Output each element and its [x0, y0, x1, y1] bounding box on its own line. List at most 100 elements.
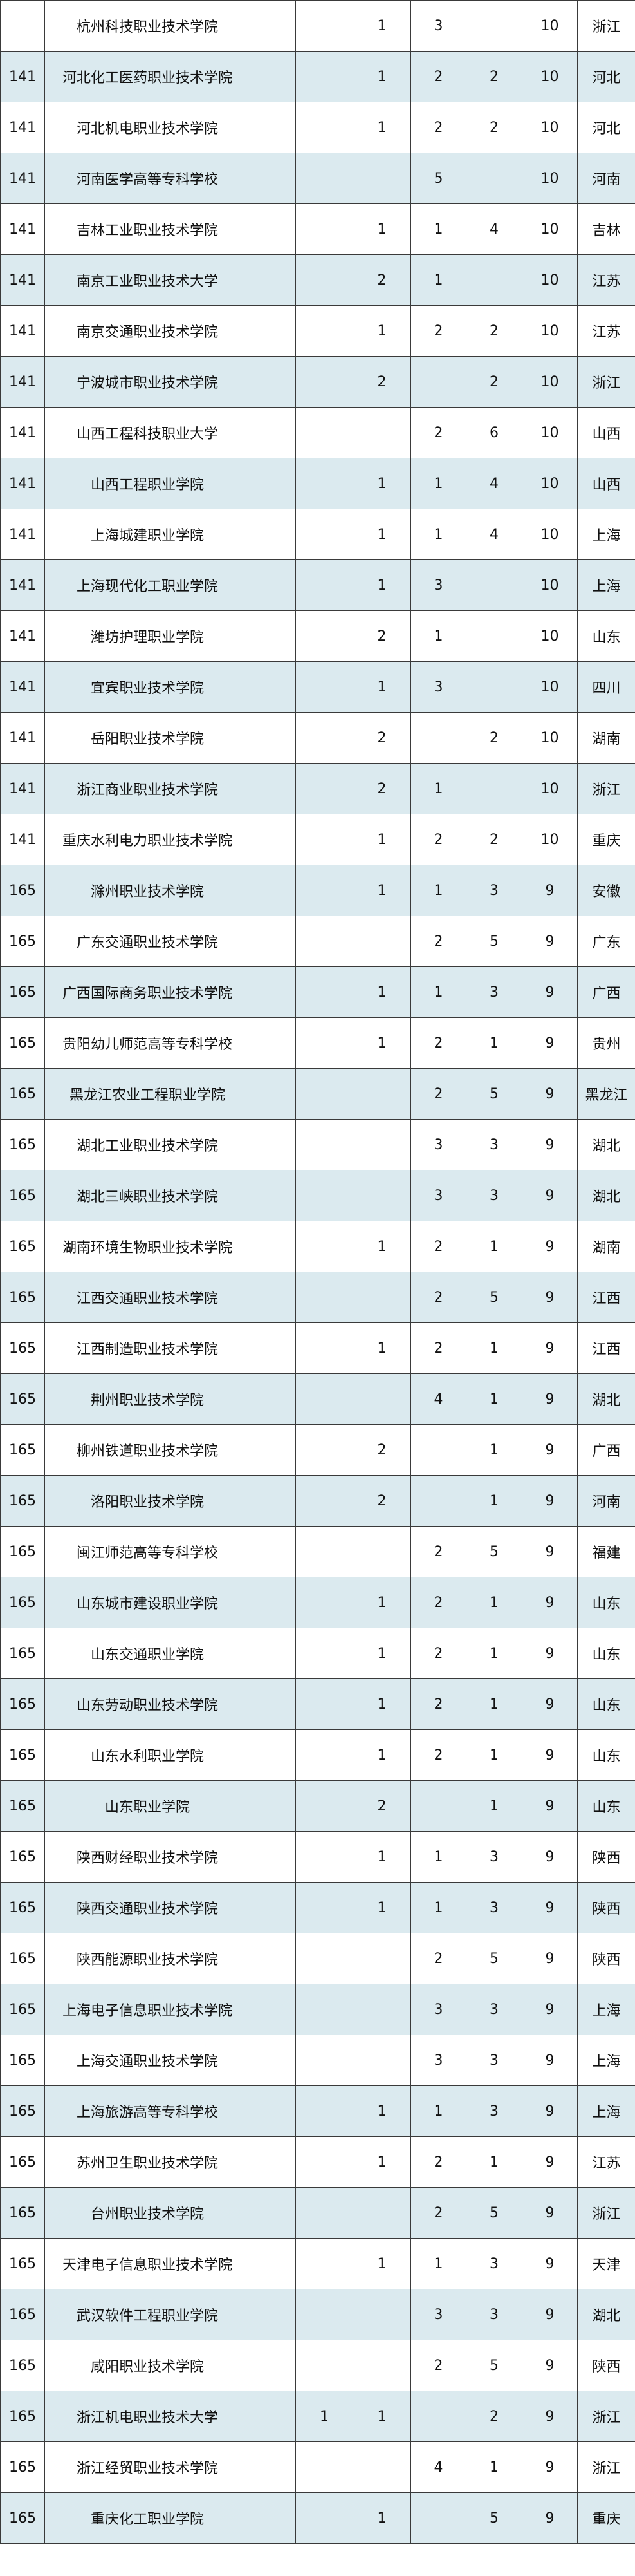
count-cell: 1 [353, 1017, 411, 1069]
count-cell [295, 916, 353, 967]
count-cell: 3 [410, 1984, 466, 2035]
count-cell [295, 610, 353, 662]
rank: 141 [0, 153, 45, 204]
count-cell: 2 [353, 763, 411, 814]
province: 吉林 [577, 203, 635, 255]
province: 黑龙江 [577, 1068, 635, 1120]
school-name: 柳州铁道职业技术学院 [44, 1424, 250, 1476]
count-cell: 10 [522, 509, 578, 560]
province: 河北 [577, 51, 635, 102]
count-cell [353, 407, 411, 458]
rank: 141 [0, 407, 45, 458]
count-cell: 9 [522, 2289, 578, 2340]
table-row: 165 山东交通职业学院 1 2 1 9 山东 [0, 1628, 635, 1679]
table-row: 165 山东职业学院 2 1 9 山东 [0, 1780, 635, 1832]
school-name: 江西制造职业技术学院 [44, 1322, 250, 1374]
province: 陕西 [577, 1882, 635, 1933]
count-cell [250, 2289, 296, 2340]
count-cell [250, 1017, 296, 1069]
count-cell: 3 [466, 865, 522, 916]
rank: 141 [0, 763, 45, 814]
school-name: 陕西财经职业技术学院 [44, 1831, 250, 1883]
count-cell [250, 2492, 296, 2544]
table-row: 165 荆州职业技术学院 4 1 9 湖北 [0, 1373, 635, 1425]
province: 江西 [577, 1272, 635, 1323]
table-row: 165 江西交通职业技术学院 2 5 9 江西 [0, 1272, 635, 1323]
table-row: 165 贵阳幼儿师范高等专科学校 1 2 1 9 贵州 [0, 1017, 635, 1069]
count-cell [466, 153, 522, 204]
rank: 165 [0, 1729, 45, 1781]
count-cell: 2 [410, 1729, 466, 1781]
count-cell: 10 [522, 203, 578, 255]
count-cell [250, 407, 296, 458]
rank: 141 [0, 509, 45, 560]
count-cell: 2 [410, 2340, 466, 2391]
count-cell [295, 1322, 353, 1374]
province: 浙江 [577, 763, 635, 814]
count-cell: 5 [410, 153, 466, 204]
count-cell: 10 [522, 51, 578, 102]
province: 浙江 [577, 2441, 635, 2493]
count-cell [466, 610, 522, 662]
table-row: 165 山东水利职业学院 1 2 1 9 山东 [0, 1729, 635, 1781]
count-cell [410, 1780, 466, 1832]
province: 湖北 [577, 2289, 635, 2340]
count-cell: 10 [522, 661, 578, 713]
rank: 141 [0, 458, 45, 509]
school-name: 宜宾职业技术学院 [44, 661, 250, 713]
count-cell: 9 [522, 1119, 578, 1170]
count-cell [295, 305, 353, 357]
count-cell [250, 559, 296, 611]
count-cell [295, 661, 353, 713]
count-cell [250, 1780, 296, 1832]
count-cell: 3 [466, 1882, 522, 1933]
count-cell [295, 102, 353, 153]
table-row: 141 山西工程职业学院 1 1 4 10 山西 [0, 458, 635, 509]
count-cell: 2 [410, 51, 466, 102]
count-cell [250, 2441, 296, 2493]
table-row: 141 南京工业职业技术大学 2 1 10 江苏 [0, 254, 635, 306]
count-cell: 1 [353, 2492, 411, 2544]
count-cell: 2 [410, 305, 466, 357]
rank: 165 [0, 1373, 45, 1425]
province: 陕西 [577, 2340, 635, 2391]
school-name: 浙江经贸职业技术学院 [44, 2441, 250, 2493]
province: 湖北 [577, 1119, 635, 1170]
table-row: 165 浙江机电职业技术大学 1 1 2 9 浙江 [0, 2391, 635, 2442]
table-row: 141 山西工程科技职业大学 2 6 10 山西 [0, 407, 635, 458]
count-cell: 1 [410, 865, 466, 916]
count-cell: 1 [410, 1882, 466, 1933]
count-cell: 9 [522, 966, 578, 1018]
province: 四川 [577, 661, 635, 713]
rank: 165 [0, 1221, 45, 1272]
table-row: 165 重庆化工职业学院 1 5 9 重庆 [0, 2492, 635, 2544]
school-name: 山东城市建设职业学院 [44, 1577, 250, 1628]
count-cell: 1 [353, 865, 411, 916]
count-cell: 3 [410, 1170, 466, 1221]
count-cell: 1 [410, 966, 466, 1018]
count-cell: 1 [353, 51, 411, 102]
province: 江西 [577, 1322, 635, 1374]
count-cell [295, 2492, 353, 2544]
count-cell: 1 [353, 661, 411, 713]
count-cell: 1 [466, 1373, 522, 1425]
rank: 141 [0, 814, 45, 865]
count-cell: 1 [410, 2238, 466, 2289]
table-row: 141 上海城建职业学院 1 1 4 10 上海 [0, 509, 635, 560]
count-cell [295, 2085, 353, 2137]
count-cell [295, 814, 353, 865]
count-cell [295, 2441, 353, 2493]
count-cell: 9 [522, 2238, 578, 2289]
table-row: 165 洛阳职业技术学院 2 1 9 河南 [0, 1475, 635, 1527]
count-cell: 2 [410, 2187, 466, 2239]
count-cell: 1 [353, 2085, 411, 2137]
count-cell [250, 2391, 296, 2442]
rank: 165 [0, 2289, 45, 2340]
province: 湖北 [577, 1373, 635, 1425]
count-cell [295, 2340, 353, 2391]
count-cell [353, 2441, 411, 2493]
province: 广西 [577, 1424, 635, 1476]
province: 湖南 [577, 712, 635, 764]
count-cell: 1 [410, 458, 466, 509]
count-cell: 1 [466, 2136, 522, 2188]
